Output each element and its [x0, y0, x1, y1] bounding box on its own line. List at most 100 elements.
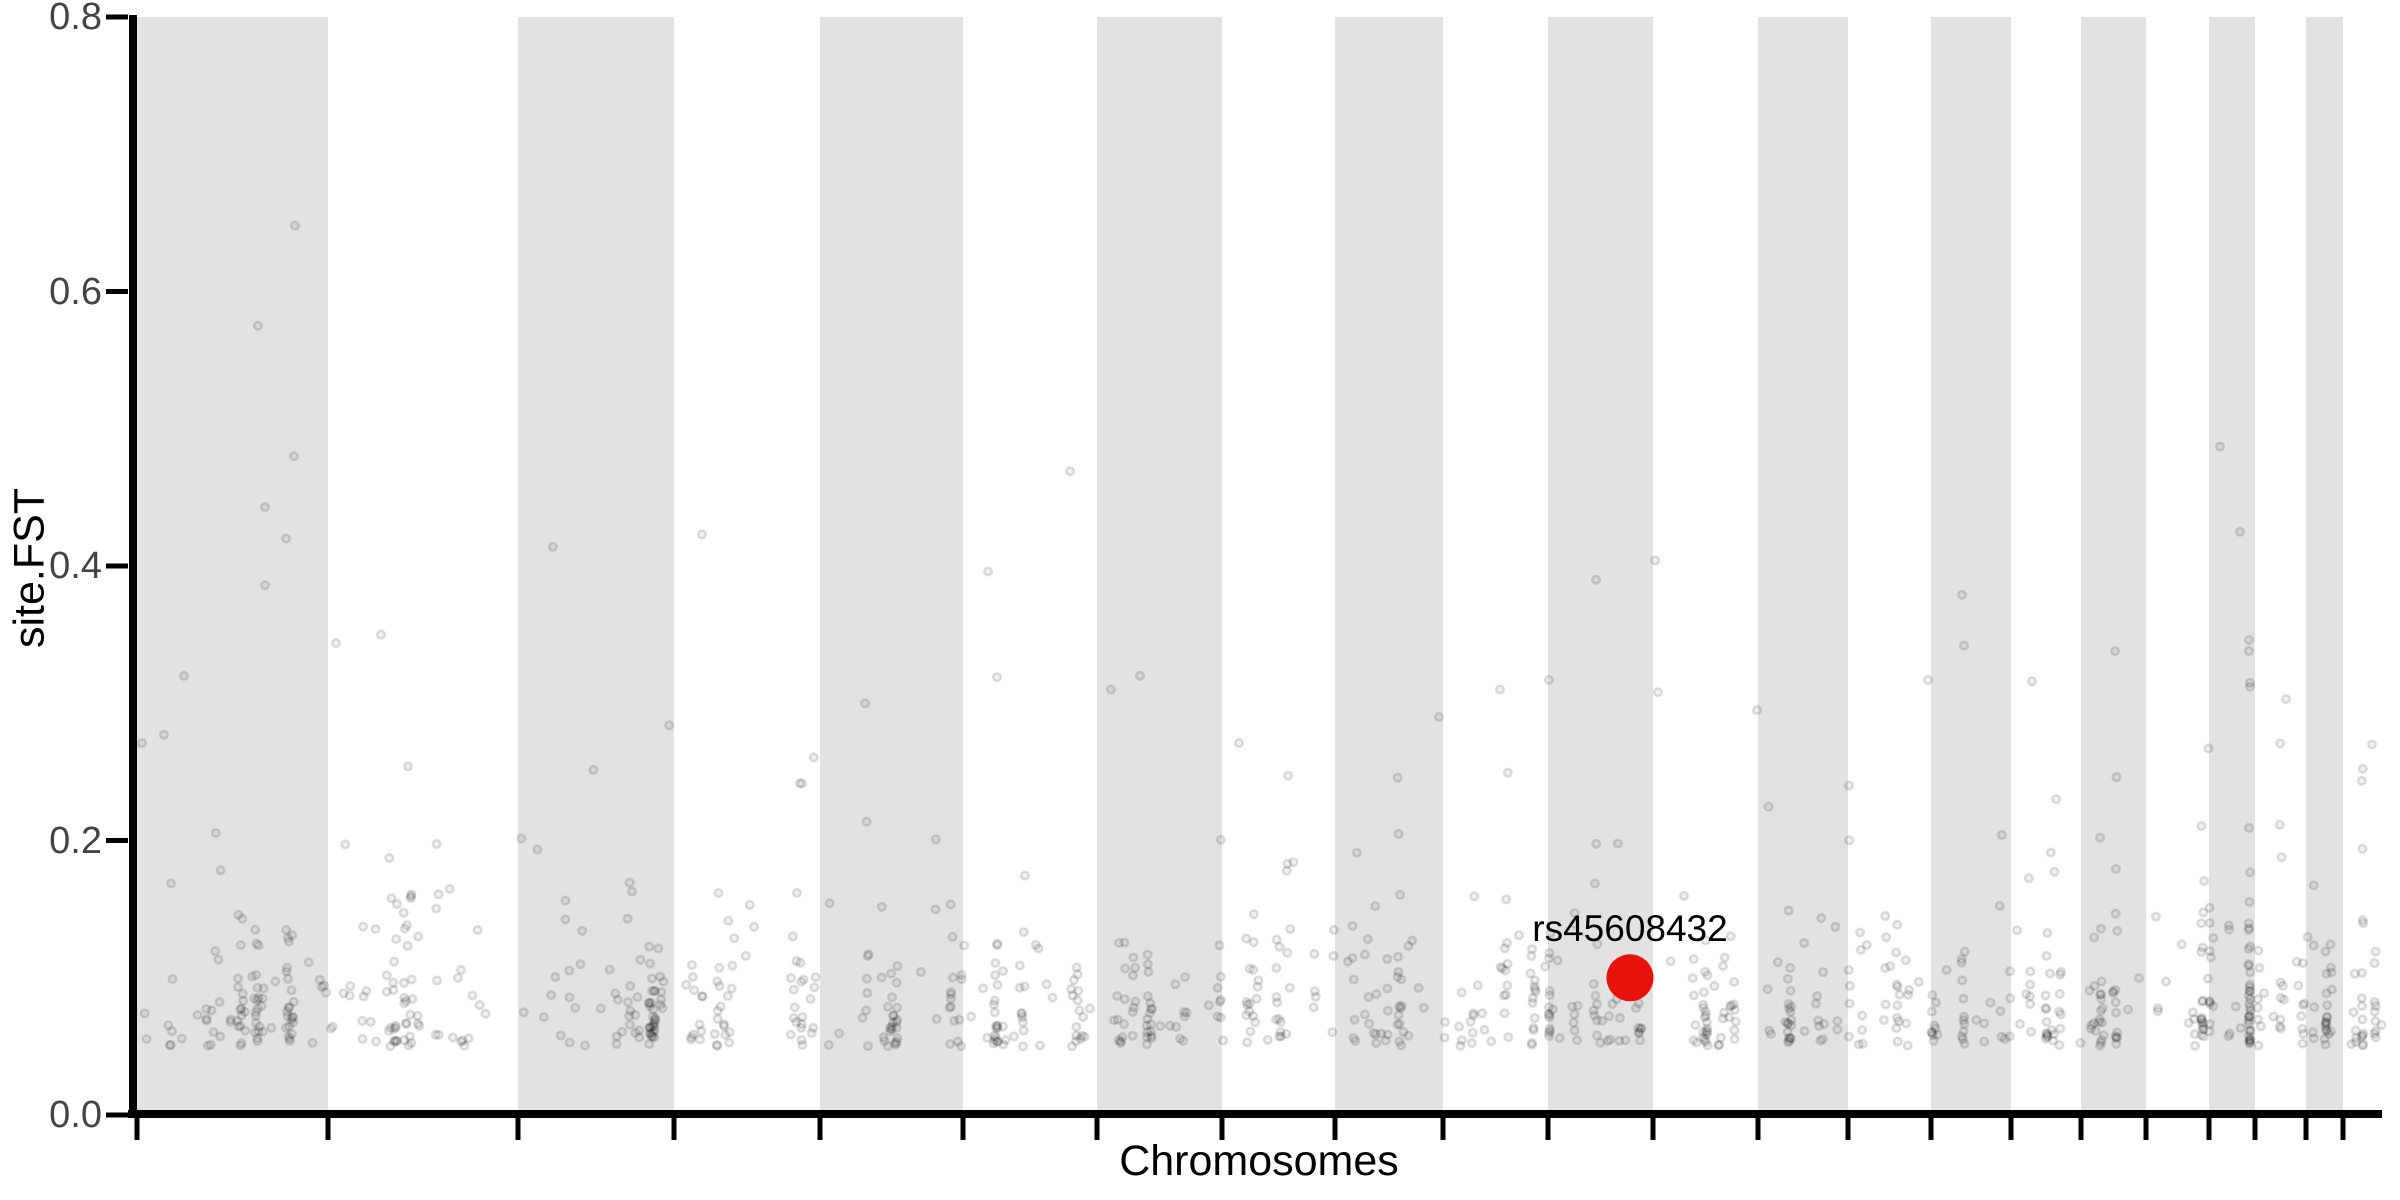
- x-axis-tick: [325, 1118, 331, 1140]
- data-point: [1244, 998, 1255, 1009]
- data-point: [2351, 1032, 2362, 1043]
- data-point: [282, 1011, 293, 1022]
- data-point: [433, 889, 444, 900]
- data-point: [2291, 956, 2302, 967]
- y-tick-label: 0.6: [49, 270, 102, 313]
- data-point: [1892, 1012, 1903, 1023]
- data-point: [1127, 1030, 1138, 1041]
- data-point: [1996, 829, 2007, 840]
- data-point: [714, 962, 725, 973]
- data-point: [686, 960, 697, 971]
- data-point: [1074, 1005, 1085, 1016]
- data-point: [2176, 939, 2187, 950]
- data-point: [2245, 994, 2256, 1005]
- y-tick-label: 0.2: [49, 819, 102, 862]
- data-point: [622, 913, 633, 924]
- data-point: [2108, 986, 2119, 997]
- data-point: [391, 1035, 402, 1047]
- data-point: [252, 320, 263, 331]
- data-point: [1765, 1029, 1776, 1040]
- data-point: [891, 1022, 902, 1033]
- data-point: [2320, 1020, 2331, 1031]
- data-point: [257, 1026, 268, 1037]
- data-point: [1275, 1031, 1287, 1042]
- data-point: [2041, 1016, 2052, 1027]
- data-point: [388, 984, 399, 996]
- data-point: [988, 999, 999, 1010]
- data-point: [252, 1003, 263, 1014]
- data-point: [788, 984, 799, 995]
- data-point: [1393, 1010, 1404, 1021]
- data-point: [1214, 940, 1225, 951]
- data-point: [954, 1014, 965, 1025]
- data-point: [2183, 1017, 2194, 1028]
- data-point: [649, 985, 661, 997]
- data-point: [989, 995, 1000, 1006]
- data-point: [2208, 1001, 2219, 1012]
- x-axis-tick: [1928, 1118, 1934, 1140]
- data-point: [403, 1040, 414, 1051]
- data-point: [1762, 984, 1773, 995]
- data-point: [1174, 1033, 1186, 1044]
- data-point: [1539, 961, 1551, 972]
- data-point: [1652, 687, 1664, 698]
- data-point: [327, 1021, 338, 1032]
- data-point: [1127, 970, 1139, 981]
- data-point: [989, 1035, 1000, 1046]
- data-point: [233, 909, 244, 920]
- data-point: [1592, 1030, 1603, 1041]
- data-point: [1999, 1033, 2010, 1044]
- data-point: [136, 738, 148, 749]
- data-point: [1179, 1011, 1190, 1022]
- data-point: [2356, 1000, 2368, 1011]
- data-point: [1650, 555, 1661, 566]
- data-point: [1526, 950, 1537, 962]
- x-axis-tick: [1094, 1118, 1100, 1140]
- data-point: [1701, 1017, 1712, 1028]
- data-point: [2321, 1011, 2332, 1022]
- data-point: [1941, 964, 1952, 976]
- data-point: [1067, 990, 1078, 1001]
- data-point: [891, 977, 902, 988]
- data-point: [1926, 1027, 1937, 1038]
- data-point: [612, 994, 623, 1005]
- data-point: [2321, 968, 2332, 979]
- data-point: [644, 1028, 655, 1039]
- data-point: [2040, 1002, 2051, 1014]
- data-point: [1783, 1036, 1794, 1048]
- data-point: [2244, 982, 2255, 993]
- data-point: [1141, 1020, 1152, 1031]
- data-point: [2024, 991, 2036, 1002]
- data-point: [891, 1017, 902, 1028]
- data-point: [713, 888, 724, 899]
- data-point: [1958, 640, 1970, 651]
- data-point: [956, 974, 967, 985]
- data-point: [647, 973, 658, 984]
- data-point: [1592, 999, 1603, 1010]
- data-point: [2244, 1038, 2255, 1049]
- data-point: [2370, 1000, 2381, 1011]
- data-point: [2243, 646, 2255, 657]
- data-point: [1783, 1003, 1795, 1014]
- data-point: [444, 883, 455, 895]
- data-point: [809, 982, 820, 993]
- data-point: [604, 964, 615, 975]
- data-point: [2321, 1019, 2332, 1030]
- data-point: [1591, 1015, 1603, 1026]
- data-point: [2370, 1032, 2381, 1043]
- data-point: [1892, 981, 1903, 992]
- data-point: [992, 1022, 1003, 1033]
- data-point: [2325, 1026, 2336, 1037]
- data-point: [2133, 973, 2145, 984]
- data-point: [1878, 1014, 1889, 1026]
- data-point: [456, 1036, 467, 1047]
- data-point: [796, 1022, 807, 1033]
- y-tick-label: 0.4: [49, 545, 102, 587]
- data-point: [715, 1001, 726, 1012]
- data-point: [1117, 1032, 1128, 1043]
- data-point: [1592, 939, 1603, 950]
- data-point: [2204, 1018, 2215, 1030]
- data-point: [1212, 982, 1223, 993]
- data-point: [806, 1027, 817, 1039]
- data-point: [1544, 985, 1555, 996]
